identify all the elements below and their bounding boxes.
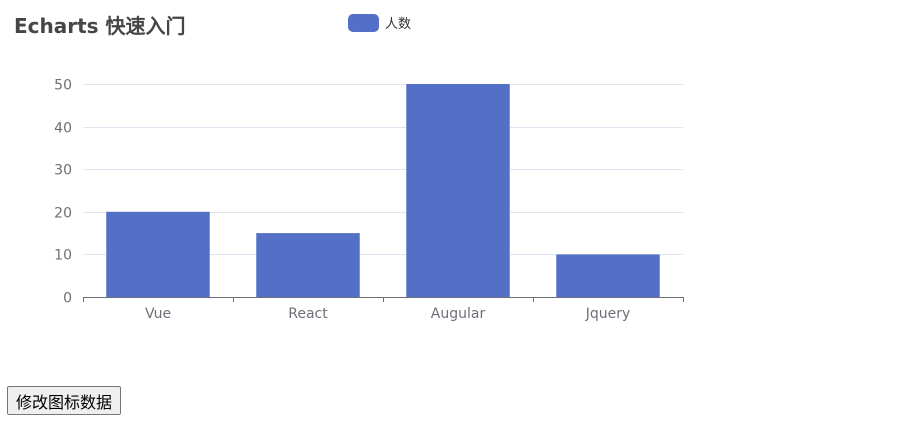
y-tick-label: 50	[54, 78, 72, 94]
update-chart-data-button[interactable]: 修改图标数据	[7, 386, 122, 415]
legend-label[interactable]: 人数	[385, 17, 411, 32]
y-tick-label: 40	[54, 121, 72, 137]
bar	[406, 84, 510, 297]
y-tick-label: 0	[63, 291, 72, 307]
legend[interactable]: 人数	[348, 14, 411, 32]
y-tick-label: 30	[54, 163, 72, 179]
y-tick-label: 10	[54, 248, 72, 264]
x-tick-label: React	[288, 306, 328, 322]
chart-canvas: Echarts 快速入门 人数 0 10 20 30 40 50 Vue React Augul…	[14, 14, 684, 322]
bar	[556, 254, 660, 297]
bars	[106, 84, 660, 297]
axes: 0 10 20 30 40 50 Vue React Augular Jquery	[54, 78, 684, 322]
bar	[106, 211, 210, 297]
legend-swatch[interactable]	[348, 14, 379, 32]
bar	[256, 233, 360, 297]
x-tick-label: Vue	[145, 306, 171, 322]
bar-chart: Echarts 快速入门 人数 0 10 20 30 40 50 Vue React Augul…	[14, 14, 684, 322]
x-tick-label: Augular	[431, 306, 486, 322]
x-tick-label: Jquery	[585, 306, 631, 322]
y-tick-label: 20	[54, 206, 72, 222]
chart-title: Echarts 快速入门	[14, 14, 186, 38]
